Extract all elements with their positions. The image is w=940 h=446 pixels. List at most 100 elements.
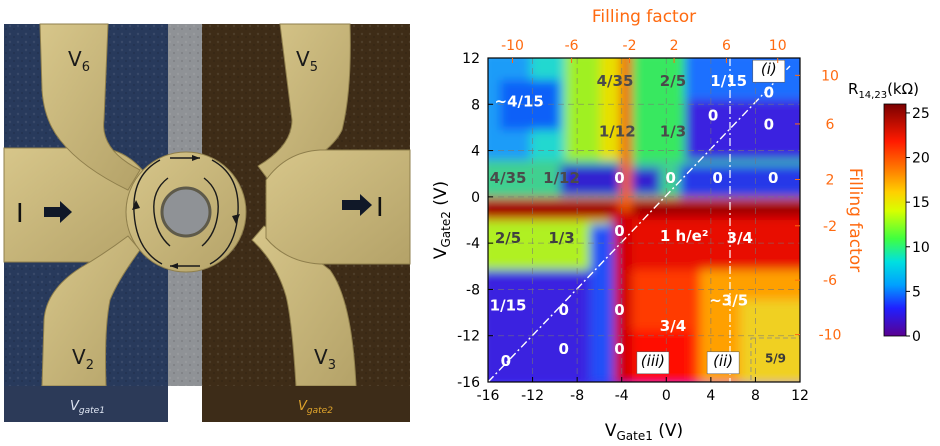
contact-label-v3: V3 — [314, 345, 336, 373]
annotation-label: 0 — [501, 352, 511, 370]
gridlines — [488, 58, 800, 382]
annotation-label: (i) — [761, 60, 777, 78]
x-tick-label: -16 — [477, 388, 500, 404]
annotation-box — [752, 59, 786, 83]
annotation-label: (ii) — [713, 352, 733, 370]
annotation-box — [706, 351, 740, 375]
x-tick-label: 8 — [751, 388, 760, 404]
current-arrow-out — [342, 194, 372, 216]
colorbar-tick-label: 25 — [912, 106, 930, 122]
right-tick-label: 10 — [821, 68, 839, 84]
edge-current-loops — [133, 157, 239, 267]
annotation-label: 0 — [559, 301, 569, 319]
colorbar-tick-label: 10 — [912, 240, 930, 256]
right-tick-label: -2 — [823, 219, 837, 235]
annotation-label: 0 — [764, 116, 774, 134]
annotation-label: 2/5 — [660, 72, 686, 90]
annotation-label: 1/3 — [660, 123, 686, 141]
axis-ticks: -16 -12 -8 -4 0 4 8 12 -16 -12 -8 -4 0 4 8 12 -10 -6 -2 2 6 1… — [457, 38, 841, 404]
contact-label-v6: V6 — [68, 47, 90, 75]
x-tick-label: -8 — [570, 388, 584, 404]
x-axis-title: VGate1 (V) — [605, 421, 683, 443]
annotation-label: 4/35 — [490, 169, 527, 187]
gate2-label-bar — [202, 386, 410, 422]
annotation-label: (iii) — [641, 352, 665, 370]
annotation-label: 0 — [708, 106, 718, 124]
top-tick-label: 2 — [670, 38, 679, 54]
annotation-label: 0 — [768, 169, 778, 187]
colorbar-tick-label: 5 — [912, 284, 921, 300]
colorbar — [883, 103, 907, 337]
top-tick-label: 6 — [722, 38, 731, 54]
annotation-label: 0 — [559, 340, 569, 358]
y-tick-label: 12 — [462, 51, 480, 67]
gate2-label: Vgate2 — [298, 399, 333, 416]
annotation-label: ~4/15 — [495, 93, 544, 111]
y-tick-label: -4 — [466, 236, 480, 252]
device-micrograph: I I V6 V5 V2 V3 Vgate1 Vgate2 — [3, 23, 411, 422]
right-tick-label: -6 — [823, 273, 837, 289]
y-tick-label: 8 — [471, 97, 480, 113]
x-tick-label: -12 — [521, 388, 544, 404]
y-tick-label: -16 — [457, 375, 480, 391]
annotation-label: 1/3 — [548, 229, 574, 247]
annotation-label: 1/12 — [599, 123, 636, 141]
top-tick-label: 10 — [769, 38, 787, 54]
annotation-box — [636, 351, 670, 375]
right-tick-label: -10 — [819, 328, 842, 344]
region-annotations: (i) (ii) (iii) ~4/15 4/35 2/5 1/15 1/12 1/3 4/35 1… — [490, 59, 800, 382]
current-arrow-in — [44, 201, 72, 223]
gate1-label: Vgate1 — [70, 399, 105, 416]
annotation-label: 1/12 — [543, 169, 580, 187]
right-tick-label: 2 — [826, 173, 835, 189]
colorbar-title: R14,23(kΩ) — [848, 80, 919, 101]
x-tick-label: 12 — [791, 388, 809, 404]
y-axis-title: VGate2 (V) — [431, 181, 453, 259]
top-axis-title: Filling factor — [592, 7, 696, 27]
region-box-5-9 — [750, 337, 800, 382]
colorbar-tick-label: 0 — [912, 329, 921, 345]
x-tick-label: 0 — [662, 388, 671, 404]
diagonal-guide-line — [488, 65, 791, 382]
right-axis-title: Filling factor — [845, 168, 865, 272]
top-tick-label: -6 — [565, 38, 579, 54]
annotation-label: 3/4 — [660, 317, 686, 335]
x-tick-label: -4 — [615, 388, 629, 404]
plot-frame — [487, 57, 801, 383]
annotation-label: 0 — [614, 222, 624, 240]
current-label-out: I — [376, 193, 384, 223]
contact-label-v5: V5 — [296, 47, 318, 75]
right-tick-label: 6 — [826, 117, 835, 133]
heatmap — [488, 58, 800, 382]
y-tick-label: -12 — [457, 329, 480, 345]
annotation-label: 5/9 — [765, 351, 786, 365]
colorbar-tick-label: 20 — [912, 151, 930, 167]
x-tick-label: 4 — [706, 388, 715, 404]
ring-hole — [160, 186, 212, 238]
colorbar-tick-label: 15 — [912, 195, 930, 211]
colorbar-ticks: 0 5 10 15 20 25 — [906, 106, 930, 345]
annotation-label: 0 — [614, 340, 624, 358]
annotation-label: 0 — [712, 169, 722, 187]
annotation-label: 1/15 — [490, 296, 527, 314]
contact-label-v2: V2 — [72, 345, 94, 373]
annotation-label: 0 — [614, 169, 624, 187]
annotation-label: 1 h/e² — [660, 227, 709, 245]
y-tick-label: -8 — [466, 282, 480, 298]
annotation-label: 1/15 — [710, 72, 747, 90]
y-tick-label: 4 — [471, 144, 480, 160]
annotation-label: 3/4 — [727, 229, 753, 247]
annotation-label: 0 — [614, 301, 624, 319]
annotation-label: ~3/5 — [709, 292, 748, 310]
annotation-label: 0 — [666, 169, 676, 187]
y-tick-label: 0 — [471, 190, 480, 206]
annotation-label: 4/35 — [597, 72, 634, 90]
top-tick-label: -10 — [501, 38, 524, 54]
annotation-label: 2/5 — [495, 229, 521, 247]
metal-contacts — [3, 23, 411, 387]
gate1-label-bar — [4, 386, 168, 422]
top-tick-label: -2 — [623, 38, 637, 54]
current-label-in: I — [16, 199, 24, 229]
annotation-label: 0 — [764, 83, 774, 101]
